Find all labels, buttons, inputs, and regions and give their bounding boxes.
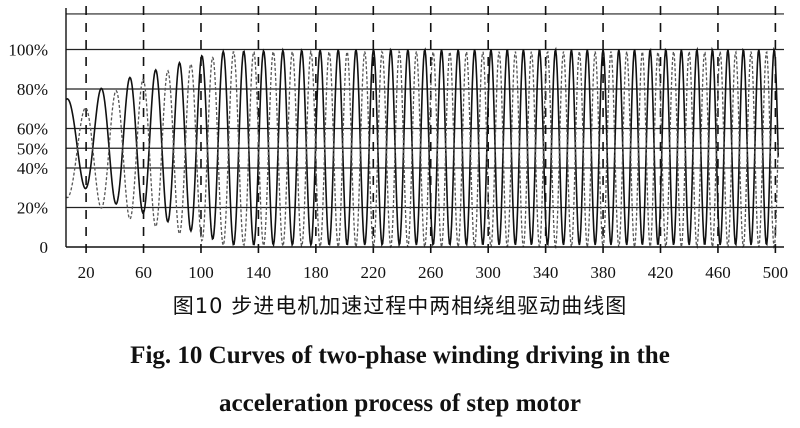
- x-tick-label: 500: [763, 263, 789, 282]
- y-tick-label: 0: [40, 238, 49, 257]
- x-tick-label: 100: [188, 263, 214, 282]
- x-tick-label: 180: [303, 263, 329, 282]
- series-phase-b-curve: [65, 49, 779, 250]
- x-tick-label: 260: [418, 263, 444, 282]
- x-tick-label: 420: [648, 263, 674, 282]
- caption-chinese: 图10 步进电机加速过程中两相绕组驱动曲线图: [172, 294, 628, 318]
- y-tick-label: 20%: [17, 199, 48, 218]
- chart-curves: [65, 46, 780, 250]
- x-tick-label: 140: [246, 263, 272, 282]
- y-tick-labels: 0 20% 40%50%60% 80% 100%: [8, 41, 48, 258]
- chart-axes: [65, 8, 784, 248]
- x-tick-label: 20: [78, 263, 95, 282]
- y-tick-label: 100%: [8, 41, 48, 60]
- y-tick-label: 60%: [17, 120, 48, 139]
- series-phase-a-curve: [65, 46, 780, 248]
- x-tick-label: 340: [533, 263, 559, 282]
- winding-drive-chart: 0 20% 40%50%60% 80% 100% 20 60 100 140 180 220 260…: [8, 6, 789, 282]
- x-tick-label: 60: [135, 263, 152, 282]
- caption-english-line2: acceleration process of step motor: [219, 390, 581, 417]
- x-tick-label: 300: [475, 263, 501, 282]
- x-tick-label: 460: [705, 263, 731, 282]
- y-tick-label: 80%: [17, 80, 48, 99]
- x-tick-label: 380: [590, 263, 616, 282]
- x-tick-label: 220: [361, 263, 387, 282]
- y-tick-label: 50%: [17, 139, 48, 158]
- caption-english-line1: Fig. 10 Curves of two-phase winding driv…: [130, 342, 670, 369]
- y-tick-label: 40%: [17, 159, 48, 178]
- x-tick-labels: 20 60 100 140 180 220 260 300 340 380 420 460 500: [78, 263, 789, 282]
